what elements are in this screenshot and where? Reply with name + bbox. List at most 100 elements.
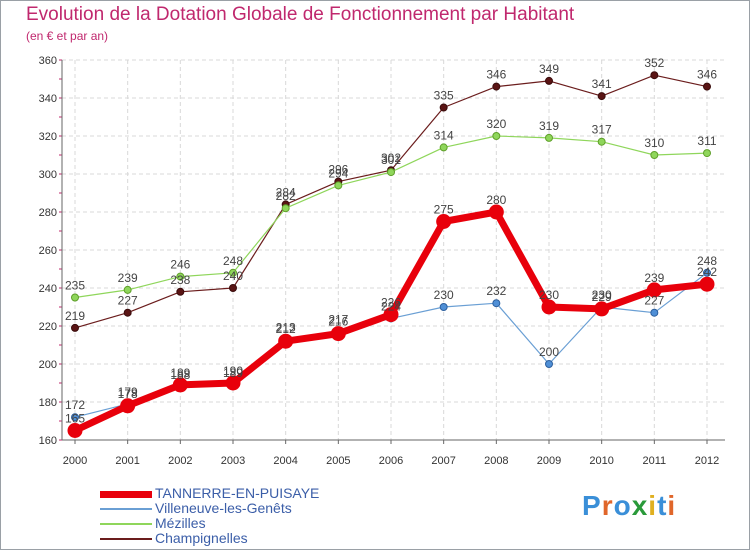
point-1-2007 <box>439 303 448 311</box>
data-label-2-2009: 319 <box>539 119 559 133</box>
point-0-2003 <box>225 375 241 391</box>
legend-swatch <box>100 491 152 498</box>
x-tick-label-2000: 2000 <box>63 455 87 467</box>
point-0-2012 <box>699 276 715 292</box>
data-label-2-2002: 246 <box>170 258 190 272</box>
point-0-2008 <box>488 204 504 220</box>
data-label-0-2011: 239 <box>644 271 664 285</box>
point-0-2009 <box>541 299 557 315</box>
point-3-2007 <box>439 103 448 112</box>
legend-label: Mézilles <box>155 515 206 531</box>
data-label-2-2010: 317 <box>592 123 612 137</box>
point-0-2005 <box>330 326 346 342</box>
data-label-1-2001: 179 <box>118 385 138 399</box>
data-label-3-2002: 238 <box>170 273 190 287</box>
y-tick-label-320: 320 <box>39 131 57 143</box>
x-tick-label-2005: 2005 <box>326 455 350 467</box>
data-label-3-2003: 240 <box>223 269 243 283</box>
data-label-0-2006: 226 <box>381 296 401 310</box>
x-tick-label-2002: 2002 <box>168 455 192 467</box>
data-label-0-2009: 230 <box>539 288 559 302</box>
point-1-2009 <box>545 360 553 368</box>
data-label-3-2000: 219 <box>65 309 85 323</box>
y-tick-label-200: 200 <box>39 359 57 371</box>
legend-swatch <box>100 538 152 540</box>
point-2-2007 <box>439 143 448 152</box>
point-1-2012 <box>703 268 711 277</box>
legend-swatch <box>100 508 152 510</box>
legend-item: Mézilles <box>100 515 400 532</box>
data-label-2-2001: 239 <box>118 271 138 285</box>
point-1-2008 <box>492 299 501 308</box>
data-label-2-2007: 314 <box>434 128 454 142</box>
point-3-2003 <box>229 284 237 292</box>
point-2-2005 <box>334 181 343 190</box>
legend-label: Champignelles <box>155 530 248 546</box>
x-tick-label-2010: 2010 <box>589 455 613 467</box>
y-tick-label-180: 180 <box>39 397 57 409</box>
data-label-0-2005: 216 <box>328 315 348 329</box>
legend-item: Villeneuve-les-Genêts <box>100 500 400 517</box>
y-tick-label-220: 220 <box>39 321 57 333</box>
data-label-1-2009: 200 <box>539 345 559 359</box>
point-2-2006 <box>387 168 395 177</box>
point-3-2008 <box>492 82 501 91</box>
y-tick-label-360: 360 <box>39 55 57 67</box>
data-label-0-2004: 212 <box>276 322 296 336</box>
data-label-3-2008: 346 <box>486 68 506 82</box>
x-tick-label-2008: 2008 <box>484 455 508 467</box>
data-label-1-2000: 172 <box>65 398 85 412</box>
point-3-2000 <box>71 323 79 332</box>
x-tick-label-2003: 2003 <box>221 455 245 467</box>
point-2-2011 <box>650 151 659 159</box>
data-label-2-2003: 248 <box>223 254 243 268</box>
data-label-2-2005: 294 <box>328 166 348 180</box>
point-2-2009 <box>545 133 553 142</box>
point-0-2010 <box>594 301 610 317</box>
data-label-0-2008: 280 <box>486 193 506 207</box>
data-label-3-2001: 227 <box>118 294 138 308</box>
data-label-0-2003: 190 <box>223 364 243 378</box>
legend-item: TANNERRE-EN-PUISAYE <box>100 485 400 502</box>
data-label-0-2012: 242 <box>697 265 717 279</box>
data-label-1-2011: 227 <box>644 294 664 308</box>
legend-item: Champignelles <box>100 530 400 547</box>
data-label-1-2002: 188 <box>170 368 190 382</box>
data-label-1-2005: 217 <box>328 313 348 327</box>
point-0-2006 <box>383 307 399 323</box>
data-label-0-2000: 165 <box>65 412 85 426</box>
data-label-3-2006: 302 <box>381 151 401 165</box>
legend-label: Villeneuve-les-Genêts <box>155 500 292 516</box>
chart-title: Evolution de la Dotation Globale de Fonc… <box>26 4 575 25</box>
point-2-2003 <box>229 268 237 277</box>
y-tick-label-260: 260 <box>39 245 57 257</box>
point-3-2011 <box>650 71 659 80</box>
data-label-1-2003: 189 <box>223 366 243 380</box>
y-tick-label-280: 280 <box>39 207 57 219</box>
point-0-2004 <box>278 333 294 349</box>
data-label-2-2012: 311 <box>697 134 716 148</box>
data-label-1-2008: 232 <box>486 284 506 298</box>
point-0-2002 <box>172 377 188 393</box>
y-tick-label-240: 240 <box>39 283 57 295</box>
x-tick-label-2009: 2009 <box>537 455 561 467</box>
data-label-2-2008: 320 <box>486 117 506 131</box>
point-0-2007 <box>436 214 452 229</box>
point-0-2001 <box>120 398 136 414</box>
point-2-2001 <box>123 285 132 294</box>
x-tick-label-2001: 2001 <box>115 455 139 467</box>
point-2-2010 <box>597 137 606 146</box>
data-label-1-2004: 213 <box>276 320 296 334</box>
point-2-2008 <box>492 132 501 140</box>
data-label-3-2012: 346 <box>697 68 717 82</box>
chart-subtitle: (en € et par an) <box>26 29 109 43</box>
data-label-2-2000: 235 <box>65 279 85 293</box>
data-label-3-2011: 352 <box>644 56 664 70</box>
point-0-2000 <box>67 423 83 438</box>
data-label-1-2007: 230 <box>434 288 454 302</box>
x-tick-label-2007: 2007 <box>431 455 455 467</box>
point-2-2002 <box>176 272 185 281</box>
point-1-2000 <box>71 413 79 422</box>
data-label-2-2004: 282 <box>276 189 296 203</box>
